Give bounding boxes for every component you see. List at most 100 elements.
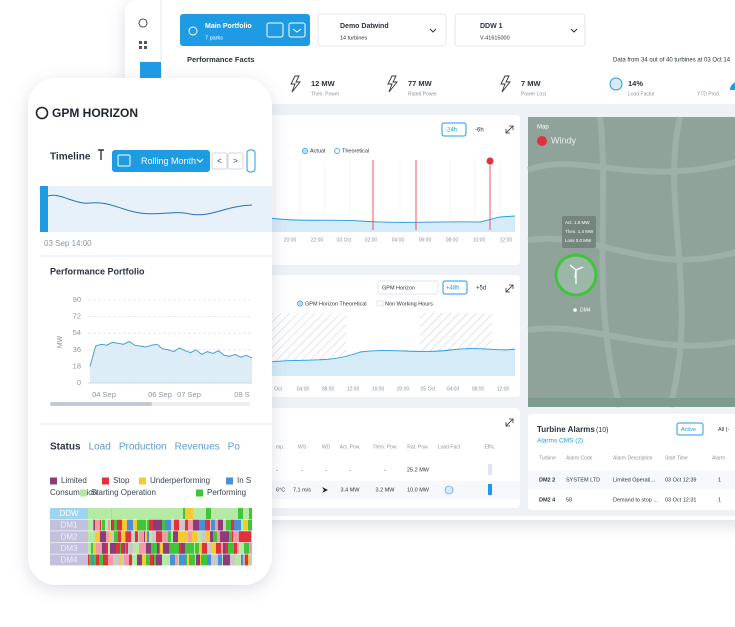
x-tick-label: 12:00 — [347, 386, 360, 392]
status-cell — [211, 542, 216, 554]
status-cell — [199, 542, 202, 554]
table-cell: - — [384, 467, 386, 473]
legend-label: Stop — [113, 476, 130, 485]
rect — [40, 186, 48, 232]
tab[interactable]: Status — [50, 442, 81, 453]
status-cell — [217, 508, 220, 519]
row-label-bg — [50, 542, 88, 554]
table-header: Theo. Pow. — [372, 444, 397, 450]
status-cell — [116, 542, 120, 554]
text: Timeline — [50, 152, 91, 163]
row-label: DM3 — [61, 544, 78, 553]
map-info-line: Act. 1.8 MW — [565, 220, 590, 225]
park-selector[interactable] — [317, 13, 447, 47]
table-cell: SYSTEM LTD — [566, 477, 600, 483]
status-cell — [220, 508, 223, 519]
status-cell — [106, 542, 107, 554]
status-cell — [105, 508, 107, 519]
status-cell — [93, 542, 96, 554]
status-cell — [229, 508, 235, 519]
table-cell: - — [276, 467, 278, 473]
range-button[interactable] — [441, 122, 467, 137]
table-cell: 1 — [718, 497, 721, 503]
tab[interactable]: Load — [89, 442, 111, 453]
status-cell — [88, 519, 93, 531]
status-cell — [139, 542, 140, 554]
expand-icon — [505, 418, 514, 427]
status-cell — [156, 519, 162, 531]
turbine-selector[interactable] — [454, 13, 586, 47]
status-cell — [102, 542, 106, 554]
rect[interactable] — [227, 152, 244, 170]
status-cell — [131, 508, 133, 519]
status-cell — [102, 519, 105, 531]
status-cell — [110, 542, 114, 554]
status-cell — [158, 508, 159, 519]
status-cell — [124, 542, 125, 554]
status-cell — [200, 554, 201, 566]
status-cell — [183, 508, 185, 519]
tab[interactable]: Production — [119, 442, 167, 453]
rect[interactable] — [211, 152, 228, 170]
status-cell — [194, 542, 195, 554]
status-cell — [185, 542, 191, 554]
legend-swatch — [302, 148, 308, 154]
status-cell — [178, 554, 179, 566]
table-cell: 1 — [718, 477, 721, 483]
status-cell — [235, 508, 238, 519]
tab[interactable]: Revenues — [175, 442, 220, 453]
row-label-bg — [50, 554, 88, 566]
rect[interactable] — [288, 22, 306, 38]
text: Rolling Month — [141, 156, 196, 166]
dropdown-label: GPM Horizon — [382, 285, 415, 291]
rect — [139, 46, 142, 49]
status-cell — [218, 554, 222, 566]
text: 7 parks — [205, 35, 223, 41]
status-cell — [113, 508, 119, 519]
dropdown[interactable] — [377, 280, 439, 295]
status-cell — [153, 508, 155, 519]
status-cell — [223, 554, 225, 566]
filter-button[interactable] — [676, 422, 704, 436]
status-cell — [180, 508, 183, 519]
status-cell — [111, 531, 114, 543]
range-button[interactable] — [442, 280, 468, 295]
phone: GPM HORIZON Timeline Rolling Month < > 0… — [28, 78, 272, 585]
x-tick-label: 05 Oct — [421, 386, 436, 392]
text: Data from 34 out of 40 turbines at 03 Oc… — [613, 58, 731, 64]
status-cell — [89, 554, 91, 566]
status-cell — [177, 508, 180, 519]
tab[interactable]: Po — [228, 442, 241, 453]
status-cell — [193, 519, 199, 531]
alarms-cms: Alarms CMS (2) — [537, 438, 583, 445]
status-cell — [106, 531, 109, 543]
status-cell — [96, 508, 99, 519]
status-cell — [188, 531, 192, 543]
status-cell — [204, 554, 207, 566]
text: Performance Portfolio — [50, 266, 145, 276]
expand-icon — [505, 125, 514, 134]
status-cell — [157, 542, 159, 554]
status-cell — [179, 542, 181, 554]
text: 03 Sep 14:00 — [44, 239, 92, 248]
status-cell — [142, 554, 146, 566]
rect[interactable] — [266, 22, 284, 38]
map-info-line: Loss 0.0 MW — [565, 238, 592, 243]
status-cell — [222, 554, 223, 566]
range-button[interactable] — [112, 150, 210, 172]
status-cell — [127, 508, 129, 519]
status-cell — [184, 531, 187, 543]
table-cell: 03 Oct 12:39 — [665, 477, 697, 483]
table-header: Act. Pow. — [340, 444, 361, 450]
status-cell — [99, 508, 104, 519]
status-cell — [211, 554, 216, 566]
status-cell — [174, 508, 177, 519]
y-axis-label: MW — [57, 335, 64, 348]
status-cell — [111, 519, 112, 531]
portfolio-selector[interactable] — [180, 14, 310, 46]
status-cell — [207, 542, 211, 554]
y-tick-label: 54 — [73, 328, 81, 337]
status-cell — [164, 554, 170, 566]
status-cell — [241, 554, 243, 566]
table-cell: 25.2 MW — [407, 467, 430, 473]
